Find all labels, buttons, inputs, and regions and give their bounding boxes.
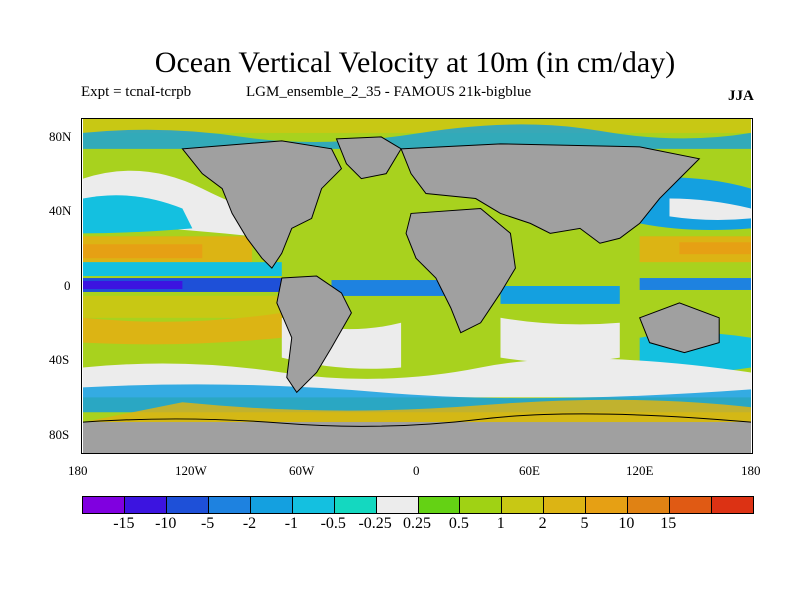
colorbar-tick-label: 10	[618, 515, 635, 532]
lat-label-40n: 40N	[49, 203, 72, 218]
colorbar-swatch	[544, 497, 587, 513]
colorbar-swatch	[670, 497, 713, 513]
colorbar-tick-label: -5	[200, 515, 215, 532]
lon-label-0: 0	[413, 463, 420, 478]
lon-label-120w: 120W	[175, 463, 207, 478]
colorbar-swatch	[376, 497, 419, 513]
colorbar-swatch	[334, 497, 377, 513]
colorbar-swatch	[292, 497, 335, 513]
lon-label-60e: 60E	[519, 463, 540, 478]
colorbar-swatch	[628, 497, 671, 513]
experiment-label: Expt = tcnaI-tcrpb	[81, 84, 192, 100]
colorbar-swatch	[586, 497, 629, 513]
lon-label-180e: 180	[741, 463, 761, 478]
colorbar-swatch	[502, 497, 545, 513]
lat-label-80s: 80S	[49, 427, 70, 442]
colorbar-tick-label: -0.25	[358, 515, 392, 532]
lat-label-0: 0	[64, 278, 71, 293]
colorbar-swatch	[124, 497, 167, 513]
colorbar-tick-label: 0.5	[448, 515, 469, 532]
colorbar-tick-label: -10	[155, 515, 177, 532]
colorbar-tick-label: 1	[496, 515, 505, 532]
season-label: JJA	[728, 88, 754, 104]
land-masses	[83, 136, 751, 453]
colorbar-swatch	[166, 497, 209, 513]
colorbar-tick-label: -2	[242, 515, 257, 532]
colorbar-swatch	[208, 497, 251, 513]
colorbar-tick-label: -15	[113, 515, 135, 532]
colorbar-tick-label: 5	[580, 515, 589, 532]
colorbar	[82, 496, 754, 514]
lat-label-80n: 80N	[49, 129, 72, 144]
colorbar-swatch	[418, 497, 461, 513]
colorbar-swatch	[83, 497, 125, 513]
ensemble-label: LGM_ensemble_2_35 - FAMOUS 21k-bigblue	[246, 84, 532, 100]
lon-label-180w: 180	[68, 463, 88, 478]
map-canvas	[83, 119, 751, 453]
colorbar-tick-label: 15	[660, 515, 677, 532]
plot-title: Ocean Vertical Velocity at 10m (in cm/da…	[154, 46, 676, 79]
colorbar-swatch	[460, 497, 503, 513]
colorbar-tick-label: 0.25	[403, 515, 431, 532]
lat-label-40s: 40S	[49, 352, 70, 367]
colorbar-swatch	[712, 497, 753, 513]
colorbar-swatch	[250, 497, 293, 513]
colorbar-tick-label: -0.5	[320, 515, 346, 532]
lon-label-60w: 60W	[289, 463, 315, 478]
lon-label-120e: 120E	[626, 463, 654, 478]
colorbar-tick-label: 2	[538, 515, 547, 532]
colorbar-tick-label: -1	[284, 515, 299, 532]
world-map	[81, 118, 753, 454]
